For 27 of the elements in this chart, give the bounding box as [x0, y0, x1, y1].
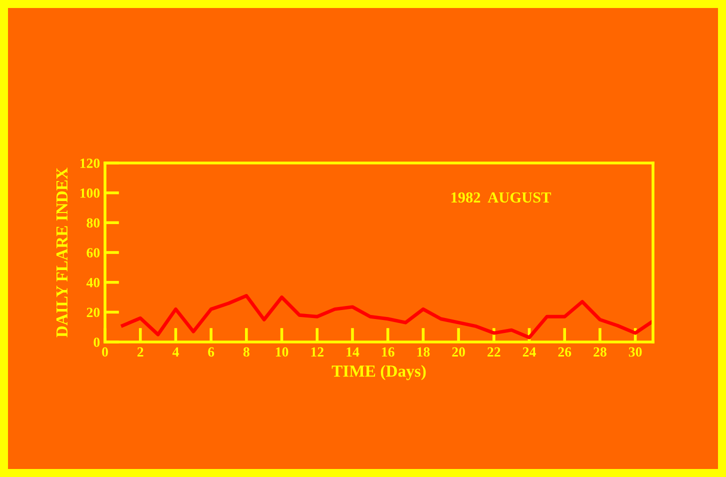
x-tick-label: 16 [382, 347, 394, 357]
x-tick-label: 12 [311, 347, 324, 356]
y-tick-label: 40 [86, 278, 100, 288]
x-tick-label: 4 [172, 347, 179, 356]
x-tick-label: 18 [417, 347, 430, 357]
y-tick-label: 20 [86, 308, 100, 318]
y-tick-label: 120 [80, 158, 100, 168]
x-tick-label: 20 [452, 347, 465, 357]
x-tick-label: 28 [594, 347, 606, 357]
y-tick-label: 100 [80, 188, 100, 198]
x-tick-label: 2 [137, 347, 144, 356]
x-tick-label: 10 [276, 347, 288, 357]
y-axis-title: DAILY FLARE INDEX [56, 168, 68, 338]
y-tick-label: 0 [94, 338, 100, 347]
x-tick-label: 6 [208, 347, 214, 357]
x-tick-label: 22 [488, 347, 500, 356]
x-tick-label: 14 [346, 347, 360, 356]
x-tick-label: 26 [558, 347, 572, 357]
y-tick-label: 60 [86, 248, 100, 258]
x-tick-label: 30 [628, 347, 642, 357]
x-tick-label: 24 [522, 347, 536, 356]
x-tick-label: 0 [102, 347, 108, 357]
x-tick-label: 8 [243, 347, 250, 357]
x-axis-title: TIME (Days) [332, 365, 426, 380]
line-series [120, 294, 653, 340]
y-tick-label: 80 [86, 218, 100, 228]
annotation: 1982 AUGUST [451, 192, 552, 203]
